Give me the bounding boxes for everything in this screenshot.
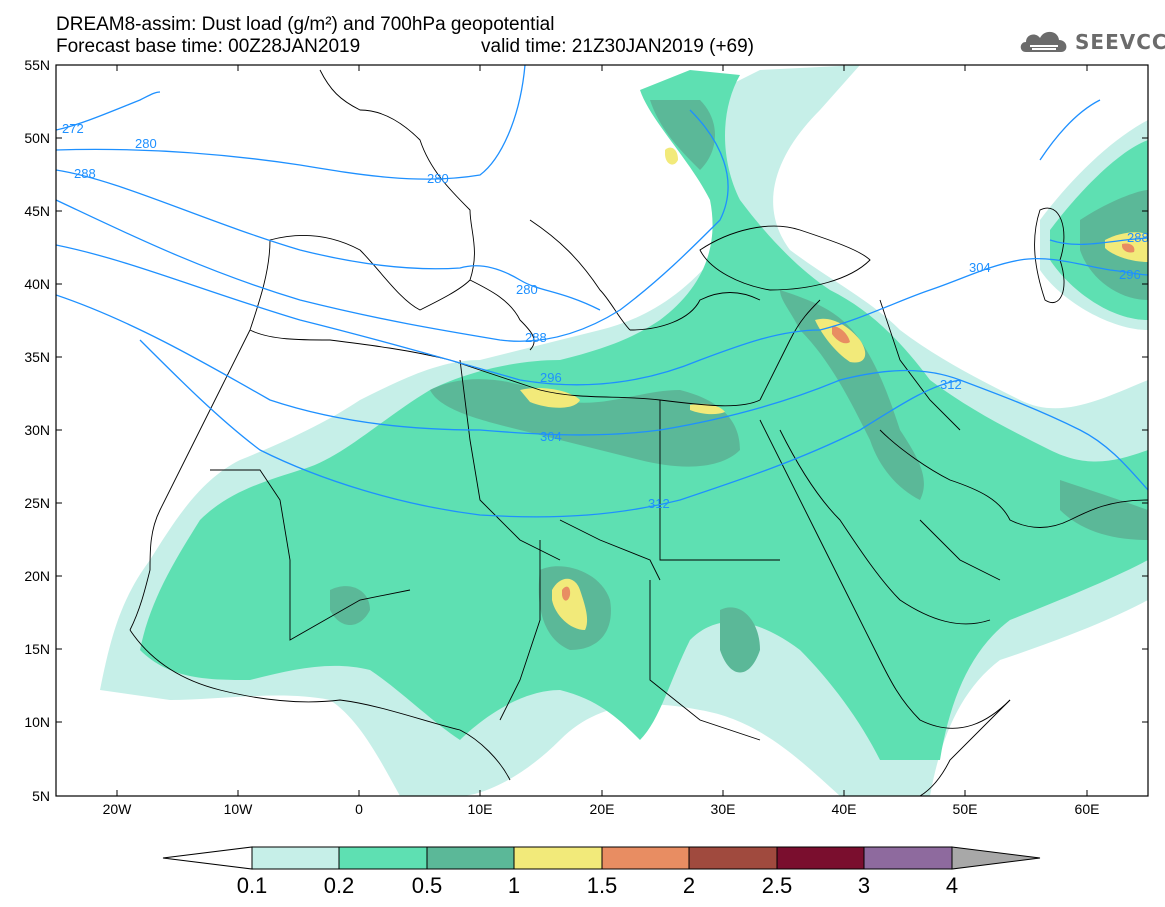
lat-label: 40N [24, 276, 50, 292]
map-title: DREAM8-assim: Dust load (g/m²) and 700hP… [56, 14, 555, 35]
colorbar: 0.1 0.2 0.5 1 1.5 2 2.5 3 4 [162, 846, 1041, 898]
lon-label: 50E [953, 801, 978, 817]
colorbar-segment [338, 846, 428, 870]
colorbar-label: 1 [508, 873, 520, 898]
lon-label: 20E [590, 801, 615, 817]
contour-label: 272 [62, 121, 84, 136]
colorbar-segment [601, 846, 690, 870]
colorbar-label: 3 [858, 873, 870, 898]
geopotential-contours [56, 65, 1148, 518]
contour-label: 280 [135, 136, 157, 151]
contour-label: 280 [516, 282, 538, 297]
lat-label: 30N [24, 422, 50, 438]
colorbar-segment [688, 846, 778, 870]
valid-time: valid time: 21Z30JAN2019 (+69) [481, 36, 755, 57]
seevccc-logo: SEEVCCC [1018, 24, 1165, 58]
colorbar-label: 4 [946, 873, 958, 898]
contour-label: 288 [525, 330, 547, 345]
colorbar-label: 1.5 [587, 873, 618, 898]
coastlines [129, 69, 1148, 796]
forecast-base-time: Forecast base time: 00Z28JAN2019 [56, 36, 361, 57]
contour-label: 304 [540, 429, 562, 444]
contour-label: 288 [1127, 230, 1149, 245]
lon-label: 0 [355, 801, 363, 817]
colorbar-label: 2.5 [762, 873, 793, 898]
lat-label: 20N [24, 568, 50, 584]
latitude-axis: 55N 50N 45N 40N 35N 30N 25N 20N 15N 10N … [24, 57, 1148, 804]
colorbar-segment [513, 846, 603, 870]
colorbar-below-triangle [162, 846, 253, 870]
contour-label: 280 [427, 171, 449, 186]
lat-label: 5N [32, 788, 50, 804]
contour-label: 312 [940, 377, 962, 392]
contour-label: 312 [648, 496, 670, 511]
lat-label: 55N [24, 57, 50, 73]
colorbar-label: 0.1 [237, 873, 268, 898]
colorbar-segment [863, 846, 953, 870]
lon-label: 10W [224, 801, 254, 817]
lon-label: 10E [468, 801, 493, 817]
dust-level-0-5 [330, 100, 1148, 673]
lon-label: 30E [711, 801, 736, 817]
lat-label: 45N [24, 203, 50, 219]
dust-load-field [100, 65, 1148, 796]
contour-label: 296 [1119, 267, 1141, 282]
colorbar-segment [426, 846, 515, 870]
colorbar-above-triangle [951, 846, 1041, 870]
longitude-axis: 20W 10W 0 10E 20E 30E 40E 50E 60E [103, 65, 1100, 817]
lat-label: 25N [24, 495, 50, 511]
contour-label: 296 [540, 370, 562, 385]
contour-label: 288 [74, 166, 96, 181]
colorbar-segment [776, 846, 865, 870]
lat-label: 15N [24, 641, 50, 657]
cloud-icon [1020, 31, 1067, 52]
lat-label: 10N [24, 714, 50, 730]
lon-label: 20W [103, 801, 133, 817]
lon-label: 60E [1075, 801, 1100, 817]
contour-label: 304 [969, 260, 991, 275]
lat-label: 35N [24, 349, 50, 365]
logo-text: SEEVCCC [1075, 30, 1165, 54]
lon-label: 40E [832, 801, 857, 817]
contour-labels: 272 280 288 280 280 288 296 304 312 304 … [62, 121, 1149, 511]
colorbar-label: 0.5 [412, 873, 443, 898]
dust-level-1-5 [562, 243, 1135, 601]
lat-label: 50N [24, 130, 50, 146]
colorbar-label: 2 [683, 873, 695, 898]
colorbar-segment [251, 846, 340, 870]
colorbar-label: 0.2 [324, 873, 355, 898]
